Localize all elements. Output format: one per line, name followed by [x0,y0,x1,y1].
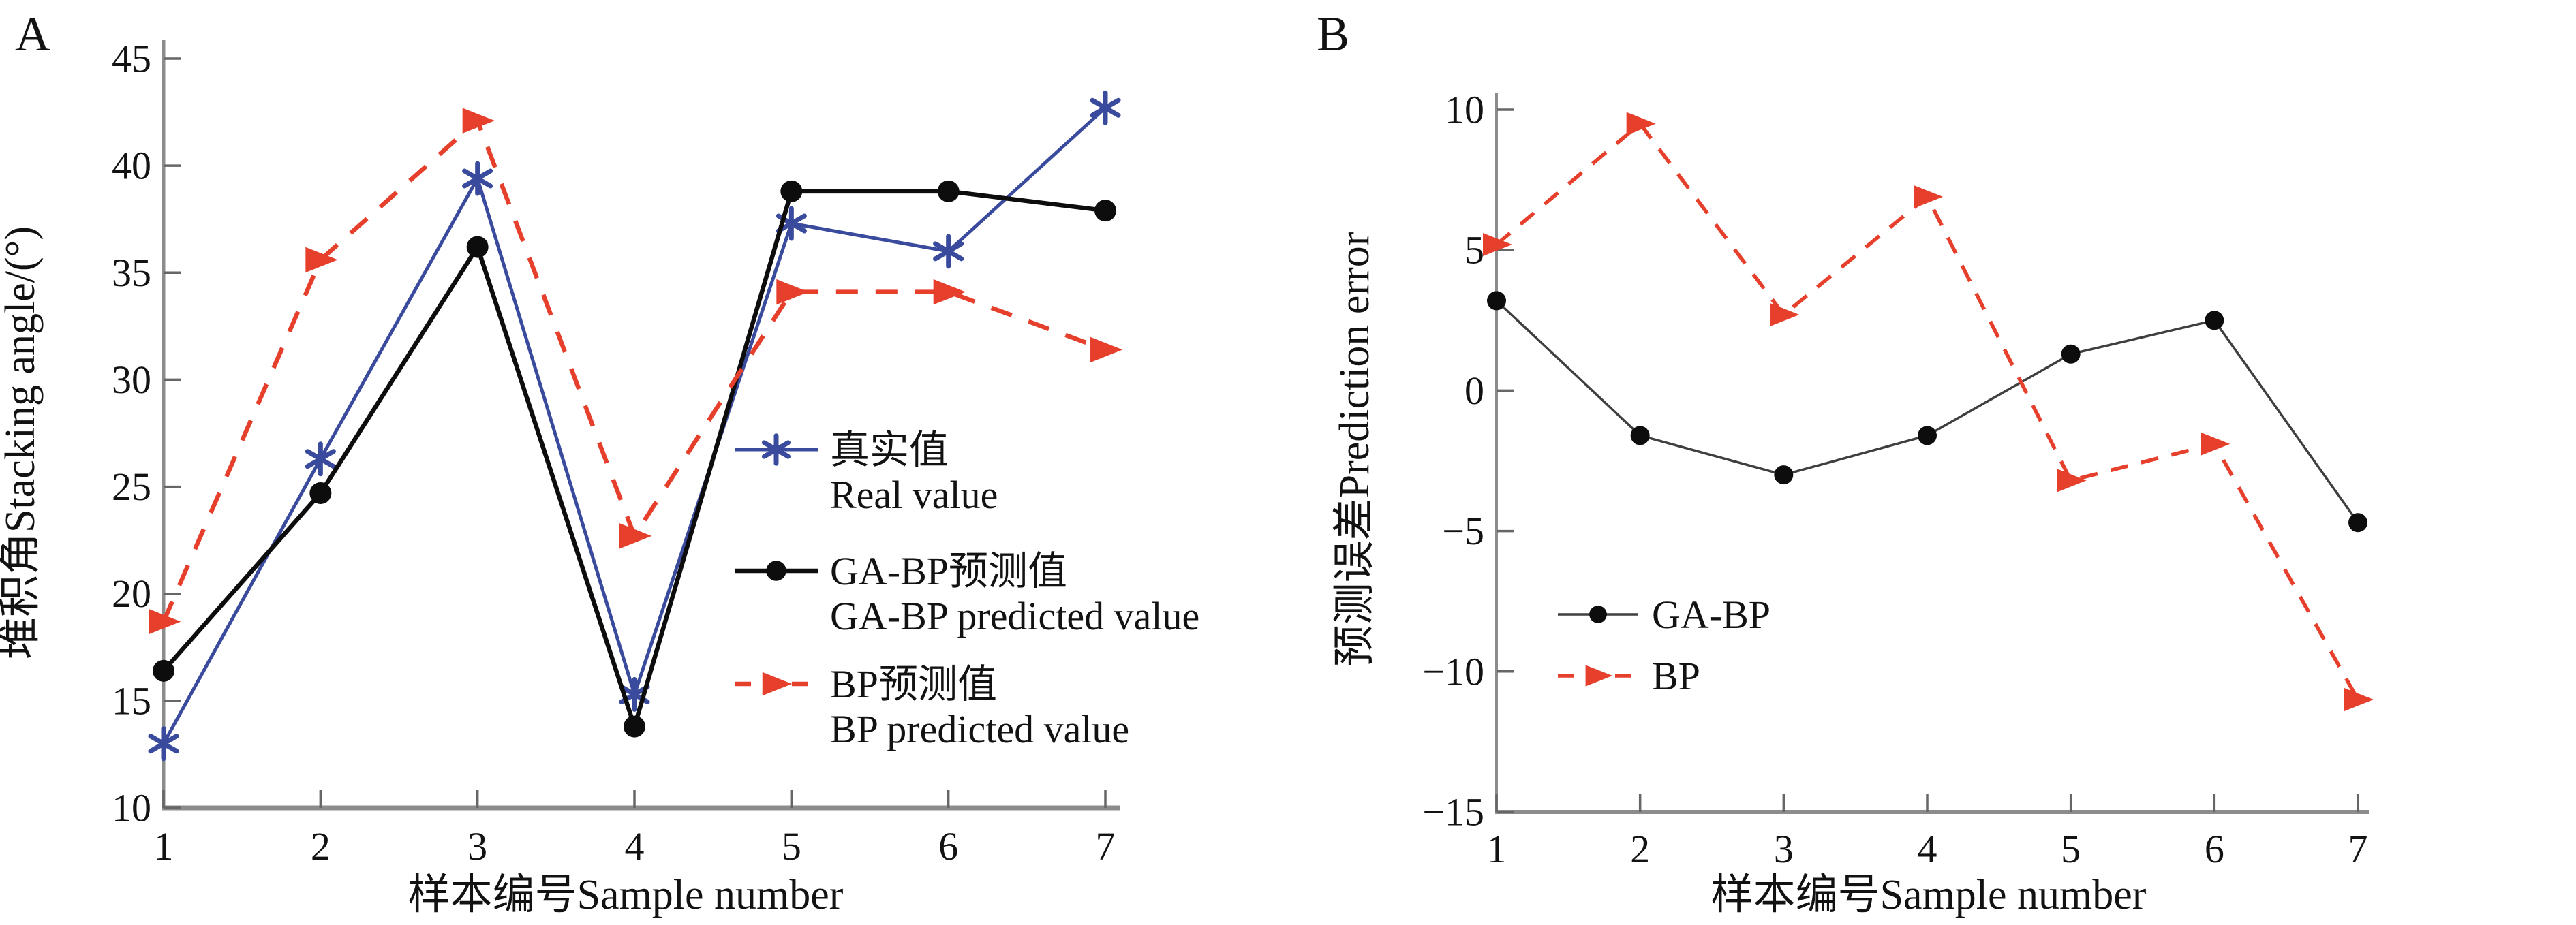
triangle-right-marker [1483,232,1512,256]
circle-marker [780,180,803,202]
y-tick-label: −10 [1422,649,1484,693]
triangle-right-marker [1914,185,1943,208]
series-bp [1483,112,2374,712]
circle-marker [1918,426,1937,445]
axes: −15 −10 −5 0 5 10 1 2 3 4 5 6 7 [1422,88,2369,871]
x-tick-label: 4 [625,824,645,868]
y-tick-label: 10 [112,786,151,830]
triangle-right-marker [149,608,181,635]
x-tick-label: 3 [467,824,487,868]
y-tick-label: 30 [112,358,151,402]
triangle-right-marker [1770,303,1800,327]
series-line [1495,300,2359,524]
asterisk-marker [305,441,336,477]
legend-label-en: Real value [830,473,998,517]
legend-label-en: GA-BP [1652,593,1770,637]
legend-circle-marker [1589,606,1607,623]
x-tick-label: 4 [1918,827,1937,871]
panel-a-label: A [15,7,50,61]
asterisk-marker [1090,90,1121,125]
x-tick-label: 5 [2061,827,2081,871]
circle-marker [2205,311,2224,330]
y-tick-label: 40 [112,144,151,188]
triangle-right-marker [776,279,809,305]
circle-marker [153,659,174,682]
y-tick-label: 15 [112,678,151,723]
asterisk-marker [462,161,493,196]
circle-marker [309,482,332,504]
panel-b-label: B [1317,7,1350,61]
asterisk-marker [933,234,964,269]
circle-marker [624,715,645,738]
legend-label-zh: 真实值 [830,428,949,472]
triangle-right-marker [1626,112,1656,136]
x-axis-title: 样本编号Sample number [408,872,844,918]
prediction-error-chart: −15 −10 −5 0 5 10 1 2 3 4 5 6 7 样本编号Sample number 预测误差… [1332,88,2374,918]
legend-triangle-right-marker [1585,665,1613,687]
panel-b: B −15 −10 −5 0 5 10 1 2 3 4 5 6 7 样本编号Sample number 预测… [1288,0,2576,925]
circle-marker [2061,344,2081,364]
circle-marker [466,236,489,258]
circle-marker [1630,426,1650,445]
y-tick-label: −15 [1422,790,1484,834]
y-tick-label: 20 [112,571,151,616]
x-tick-label: 5 [782,824,801,868]
series-line [162,106,1107,744]
triangle-right-marker [305,247,338,273]
y-tick-label: 25 [112,465,151,509]
triangle-right-marker [933,279,966,305]
series-ga-bp [1487,291,2367,533]
circle-marker [2348,513,2367,533]
x-tick-label: 2 [311,824,331,868]
legend-label-zh: GA-BP预测值 [830,549,1067,593]
triangle-right-marker [619,523,652,549]
y-tick-label: 10 [1445,88,1484,132]
legend: GA-BP BP [1558,593,1770,698]
legend-circle-marker [766,561,786,581]
legend-label-en: BP predicted value [830,707,1129,751]
x-tick-label: 7 [2348,827,2368,871]
x-tick-label: 6 [938,824,958,868]
x-tick-label: 6 [2205,827,2224,871]
triangle-right-marker [2201,432,2230,456]
x-axis-title: 样本编号Sample number [1711,872,2147,918]
y-tick-label: 0 [1465,369,1484,413]
triangle-right-marker [2057,469,2087,492]
series-bp-predicted-value [149,108,1123,635]
circle-marker [937,180,960,202]
x-tick-label: 1 [154,824,174,868]
legend-label-en: GA-BP predicted value [830,594,1199,638]
circle-marker [1487,291,1506,311]
legend-label-en: BP [1652,654,1700,698]
series-line [162,118,1107,623]
triangle-right-marker [2344,688,2374,712]
y-tick-label: 45 [112,37,151,81]
x-tick-label: 1 [1487,827,1507,871]
circle-marker [1094,200,1116,222]
panel-a: A 10 15 20 25 30 35 40 45 1 2 3 4 5 6 7 样本编号Sample numb… [0,7,1199,919]
y-tick-label: 5 [1465,228,1484,272]
series-ga-bp-predicted-value [153,180,1116,738]
y-tick-label: 35 [112,251,151,295]
legend-asterisk-marker [761,433,791,466]
x-tick-label: 7 [1096,824,1116,868]
series-line [1495,121,2360,701]
asterisk-marker [148,726,179,762]
legend-triangle-right-marker [762,672,793,696]
triangle-right-marker [1090,336,1123,363]
circle-marker [1774,465,1794,485]
y-axis-title: 堆积角Stacking angle/(°) [0,226,44,659]
x-tick-label: 3 [1774,827,1794,871]
triangle-right-marker [462,108,495,134]
x-tick-label: 2 [1630,827,1650,871]
y-axis-title: 预测误差Prediction error [1332,232,1378,667]
y-tick-label: −5 [1442,509,1484,553]
series-line [162,189,1106,729]
legend-label-zh: BP预测值 [830,662,997,706]
